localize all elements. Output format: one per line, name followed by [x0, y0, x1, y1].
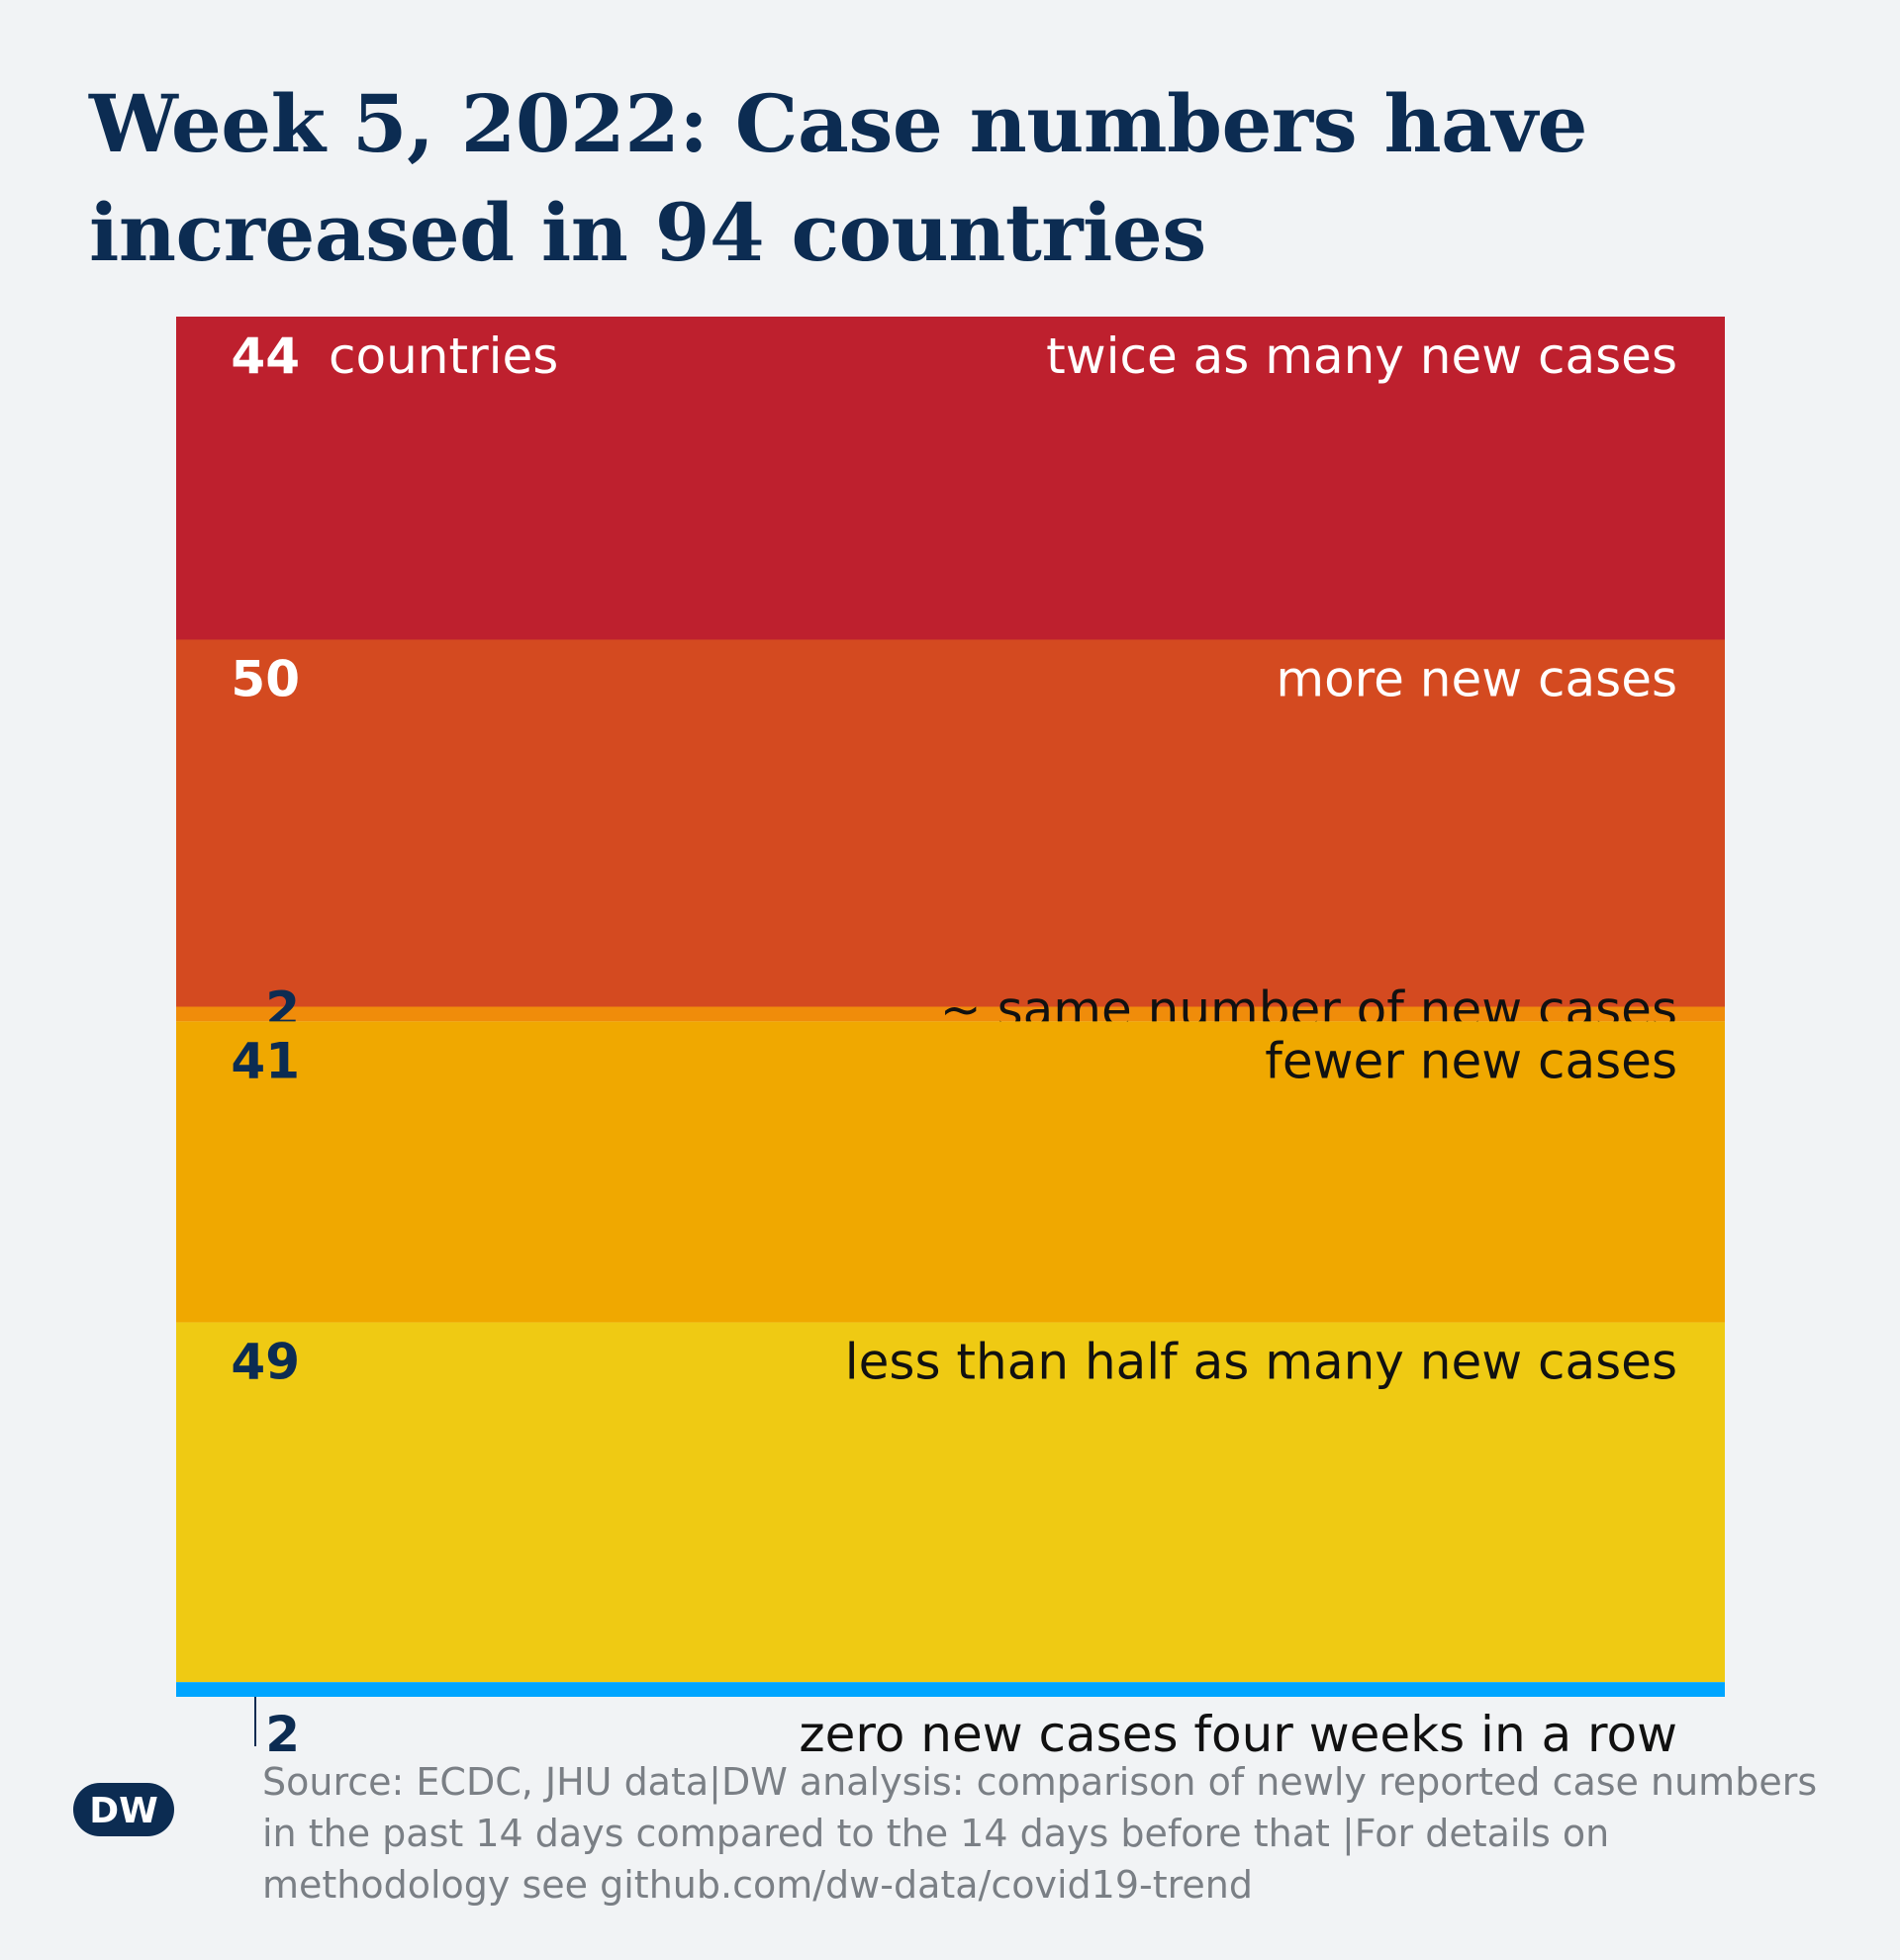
- category-label: zero new cases four weeks in a row: [799, 1706, 1677, 1763]
- category-label: twice as many new cases: [1046, 327, 1677, 385]
- unit-label: countries: [329, 327, 558, 385]
- value-label: 41: [231, 1032, 300, 1089]
- value-label: 50: [231, 650, 300, 707]
- dw-logo-text: DW: [89, 1791, 158, 1831]
- category-label: less than half as many new cases: [845, 1334, 1677, 1391]
- bar-segment: [176, 317, 1725, 640]
- bar-segment: [176, 639, 1725, 1007]
- value-label: 44: [231, 327, 300, 385]
- category-label: fewer new cases: [1265, 1032, 1677, 1089]
- bar-segment: [176, 1682, 1725, 1697]
- bar-segment: [176, 1322, 1725, 1683]
- source-note: Source: ECDC, JHU data|DW analysis: comp…: [262, 1760, 1818, 1907]
- bar-segment: [176, 1006, 1725, 1022]
- bar-segment: [176, 1021, 1725, 1323]
- dw-logo: DW: [73, 1783, 174, 1836]
- value-label: 49: [231, 1334, 300, 1391]
- value-label: 2: [265, 1706, 300, 1763]
- chart-title: Week 5, 2022: Case numbers have increase…: [89, 77, 1587, 279]
- category-label: more new cases: [1276, 650, 1677, 707]
